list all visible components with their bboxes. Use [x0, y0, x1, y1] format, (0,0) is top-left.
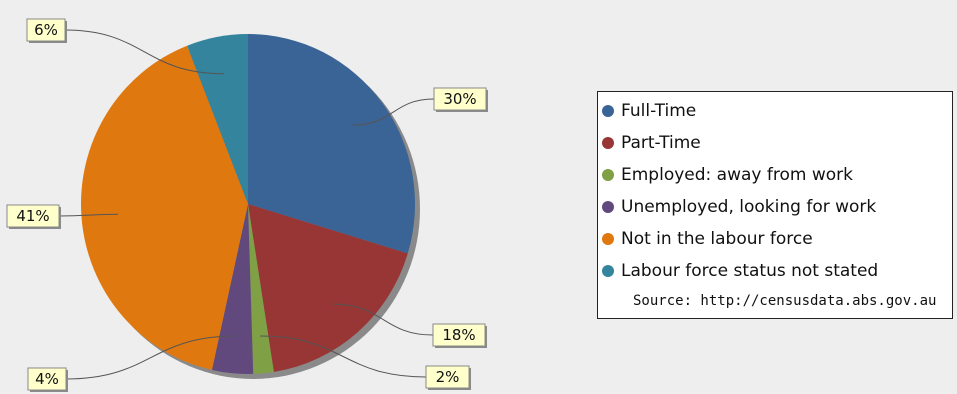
legend-item-employed-away-from-work: Employed: away from work: [602, 159, 952, 191]
data-label-unemployed-looking-for-work: 4%: [27, 367, 68, 392]
data-label-text: 41%: [16, 207, 49, 225]
leader-line-labour-force-status-not-stated: [64, 29, 224, 75]
legend-label: Unemployed, looking for work: [621, 197, 877, 217]
data-label-text: 2%: [436, 368, 460, 386]
data-label-labour-force-status-not-stated: 6%: [26, 18, 67, 43]
legend-label: Full-Time: [621, 101, 697, 121]
leader-line-full-time: [352, 98, 435, 126]
legend-swatch: [602, 201, 614, 213]
data-label-not-in-the-labour-force: 41%: [6, 204, 61, 229]
legend-label: Not in the labour force: [621, 229, 813, 249]
data-label-text: 4%: [35, 370, 59, 388]
legend-item-unemployed-looking-for-work: Unemployed, looking for work: [602, 191, 952, 223]
pie-slice-labour-force-status-not-stated: [187, 34, 248, 204]
leader-line-unemployed-looking-for-work: [65, 335, 236, 380]
pie-slice-part-time: [248, 204, 408, 372]
chart-legend: Full-Time Part-Time Employed: away from wo…: [597, 91, 953, 319]
legend-swatch: [602, 265, 614, 277]
legend-label: Labour force status not stated: [621, 261, 879, 281]
data-label-text: 30%: [443, 90, 476, 108]
leader-line-not-in-the-labour-force: [58, 213, 119, 217]
legend-item-not-in-the-labour-force: Not in the labour force: [602, 223, 952, 255]
legend-source-note: Source: http://censusdata.abs.gov.au: [633, 293, 937, 309]
legend-item-part-time: Part-Time: [602, 127, 952, 159]
legend-swatch: [602, 137, 614, 149]
pie-slice-employed-away-from-work: [248, 204, 274, 374]
data-label-text: 18%: [442, 326, 475, 344]
legend-label: Employed: away from work: [621, 165, 853, 185]
leader-line-part-time: [333, 303, 434, 336]
legend-item-labour-force-status-not-stated: Labour force status not stated: [602, 255, 952, 287]
legend-swatch: [602, 105, 614, 117]
leader-line-employed-away-from-work: [260, 335, 427, 378]
data-label-text: 6%: [34, 21, 58, 39]
legend-label: Part-Time: [621, 133, 701, 153]
legend-swatch: [602, 169, 614, 181]
data-label-full-time: 30%: [433, 87, 488, 112]
legend-swatch: [602, 233, 614, 245]
pie-slice-unemployed-looking-for-work: [211, 204, 254, 375]
legend-item-full-time: Full-Time: [602, 95, 952, 127]
pie-slice-full-time: [248, 34, 415, 254]
data-label-part-time: 18%: [432, 323, 487, 348]
pie-slice-not-in-the-labour-force: [81, 45, 248, 370]
data-label-employed-away-from-work: 2%: [425, 365, 471, 390]
